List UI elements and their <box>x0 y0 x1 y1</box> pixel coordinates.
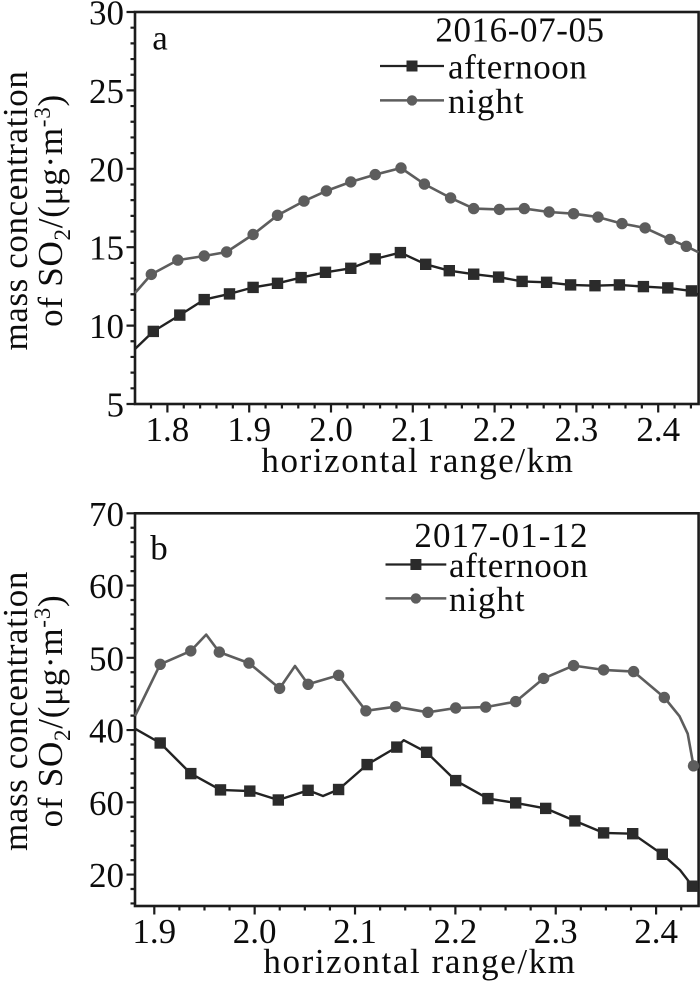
svg-text:of SO2/(μg·m-3): of SO2/(μg·m-3) <box>30 94 75 327</box>
svg-text:2.1: 2.1 <box>333 912 377 951</box>
svg-text:20: 20 <box>89 856 124 895</box>
svg-text:of SO2/(μg·m-3): of SO2/(μg·m-3) <box>30 595 75 828</box>
svg-text:night: night <box>448 82 524 121</box>
svg-text:2.0: 2.0 <box>233 912 277 951</box>
svg-text:2.4: 2.4 <box>636 410 680 449</box>
svg-text:10: 10 <box>89 307 124 346</box>
svg-text:afternoon: afternoon <box>449 546 589 585</box>
svg-text:1.9: 1.9 <box>227 410 271 449</box>
svg-text:20: 20 <box>89 150 124 189</box>
svg-text:50: 50 <box>89 639 124 678</box>
svg-text:2.3: 2.3 <box>555 410 599 449</box>
svg-text:a: a <box>152 19 168 58</box>
svg-text:2.1: 2.1 <box>391 410 435 449</box>
svg-text:horizontal range/km: horizontal range/km <box>261 441 574 480</box>
svg-text:2.2: 2.2 <box>473 410 517 449</box>
svg-text:60: 60 <box>89 784 124 823</box>
svg-text:mass concentration: mass concentration <box>0 571 35 851</box>
svg-text:2.3: 2.3 <box>534 912 578 951</box>
svg-text:15: 15 <box>89 229 124 268</box>
svg-text:b: b <box>150 529 168 568</box>
svg-text:70: 70 <box>89 495 124 534</box>
svg-text:1.8: 1.8 <box>146 410 190 449</box>
svg-text:2.4: 2.4 <box>634 912 678 951</box>
svg-text:1.9: 1.9 <box>132 912 176 951</box>
svg-text:25: 25 <box>89 72 124 111</box>
svg-text:60: 60 <box>89 567 124 606</box>
svg-text:2.2: 2.2 <box>434 912 478 951</box>
svg-text:5: 5 <box>107 386 125 425</box>
svg-text:horizontal range/km: horizontal range/km <box>263 942 576 981</box>
svg-text:night: night <box>449 580 525 619</box>
svg-text:2016-07-05: 2016-07-05 <box>435 11 604 50</box>
svg-text:30: 30 <box>89 0 124 33</box>
svg-text:2.0: 2.0 <box>309 410 353 449</box>
svg-text:2017-01-12: 2017-01-12 <box>414 516 588 555</box>
svg-text:mass concentration: mass concentration <box>0 70 35 350</box>
svg-text:afternoon: afternoon <box>448 48 588 87</box>
svg-text:40: 40 <box>89 712 124 751</box>
